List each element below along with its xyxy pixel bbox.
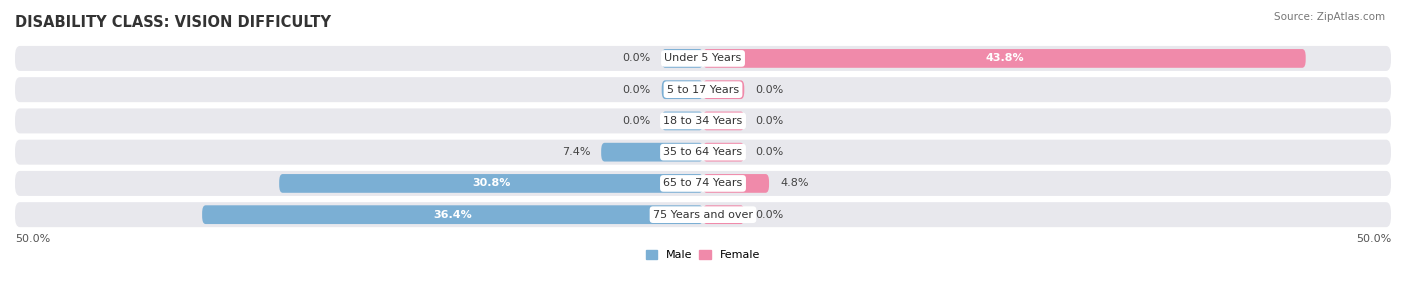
Text: 0.0%: 0.0% — [755, 116, 783, 126]
Legend: Male, Female: Male, Female — [641, 246, 765, 265]
Text: 50.0%: 50.0% — [15, 234, 51, 244]
Text: 75 Years and over: 75 Years and over — [652, 210, 754, 220]
FancyBboxPatch shape — [703, 49, 1306, 68]
Text: 0.0%: 0.0% — [755, 85, 783, 95]
Text: DISABILITY CLASS: VISION DIFFICULTY: DISABILITY CLASS: VISION DIFFICULTY — [15, 15, 330, 30]
FancyBboxPatch shape — [15, 46, 1391, 71]
FancyBboxPatch shape — [703, 205, 744, 224]
FancyBboxPatch shape — [15, 108, 1391, 133]
FancyBboxPatch shape — [15, 202, 1391, 227]
Text: 35 to 64 Years: 35 to 64 Years — [664, 147, 742, 157]
Text: 0.0%: 0.0% — [755, 210, 783, 220]
FancyBboxPatch shape — [703, 174, 769, 193]
Text: 50.0%: 50.0% — [1355, 234, 1391, 244]
Text: 5 to 17 Years: 5 to 17 Years — [666, 85, 740, 95]
FancyBboxPatch shape — [15, 77, 1391, 102]
Text: 30.8%: 30.8% — [472, 178, 510, 188]
FancyBboxPatch shape — [703, 143, 744, 162]
FancyBboxPatch shape — [202, 205, 703, 224]
FancyBboxPatch shape — [602, 143, 703, 162]
Text: 36.4%: 36.4% — [433, 210, 472, 220]
FancyBboxPatch shape — [662, 49, 703, 68]
FancyBboxPatch shape — [703, 80, 744, 99]
FancyBboxPatch shape — [662, 80, 703, 99]
Text: 0.0%: 0.0% — [623, 85, 651, 95]
Text: 4.8%: 4.8% — [780, 178, 808, 188]
FancyBboxPatch shape — [280, 174, 703, 193]
Text: 65 to 74 Years: 65 to 74 Years — [664, 178, 742, 188]
Text: 43.8%: 43.8% — [986, 53, 1024, 63]
Text: 18 to 34 Years: 18 to 34 Years — [664, 116, 742, 126]
Text: 7.4%: 7.4% — [561, 147, 591, 157]
FancyBboxPatch shape — [662, 112, 703, 130]
Text: Under 5 Years: Under 5 Years — [665, 53, 741, 63]
FancyBboxPatch shape — [15, 140, 1391, 165]
Text: 0.0%: 0.0% — [755, 147, 783, 157]
Text: Source: ZipAtlas.com: Source: ZipAtlas.com — [1274, 12, 1385, 22]
Text: 0.0%: 0.0% — [623, 116, 651, 126]
Text: 0.0%: 0.0% — [623, 53, 651, 63]
FancyBboxPatch shape — [703, 112, 744, 130]
FancyBboxPatch shape — [15, 171, 1391, 196]
